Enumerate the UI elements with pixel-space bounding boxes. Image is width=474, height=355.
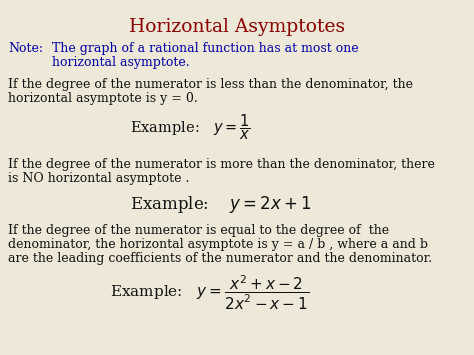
Text: If the degree of the numerator is less than the denominator, the: If the degree of the numerator is less t… [8,78,413,91]
Text: horizontal asymptote.: horizontal asymptote. [52,56,190,69]
Text: Example:   $y = \dfrac{1}{x}$: Example: $y = \dfrac{1}{x}$ [130,112,251,142]
Text: denominator, the horizontal asymptote is y = a / b , where a and b: denominator, the horizontal asymptote is… [8,238,428,251]
Text: Note:: Note: [8,42,43,55]
Text: Example:   $y = \dfrac{x^2+x-2}{2x^2-x-1}$: Example: $y = \dfrac{x^2+x-2}{2x^2-x-1}$ [110,274,309,312]
Text: If the degree of the numerator is more than the denominator, there: If the degree of the numerator is more t… [8,158,435,171]
Text: are the leading coefficients of the numerator and the denominator.: are the leading coefficients of the nume… [8,252,432,265]
Text: If the degree of the numerator is equal to the degree of  the: If the degree of the numerator is equal … [8,224,389,237]
Text: horizontal asymptote is y = 0.: horizontal asymptote is y = 0. [8,92,198,105]
Text: Example:    $y = 2x+1$: Example: $y = 2x+1$ [130,194,312,215]
Text: The graph of a rational function has at most one: The graph of a rational function has at … [52,42,359,55]
Text: is NO horizontal asymptote .: is NO horizontal asymptote . [8,172,190,185]
Text: Horizontal Asymptotes: Horizontal Asymptotes [129,18,345,36]
